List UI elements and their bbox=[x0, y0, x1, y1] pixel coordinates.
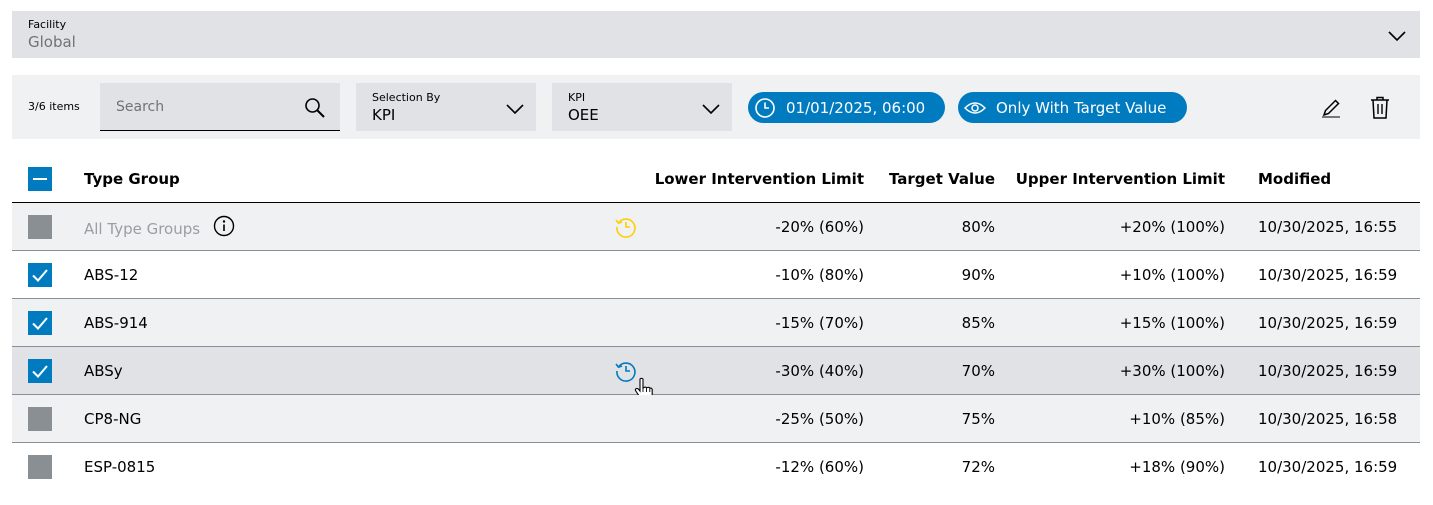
row-upper-limit: +18% (90%) bbox=[1129, 458, 1225, 476]
row-name: ESP-0815 bbox=[84, 458, 156, 476]
row-upper-limit: +20% (100%) bbox=[1119, 218, 1225, 236]
checkmark-icon bbox=[32, 269, 48, 282]
header-upper-limit[interactable]: Upper Intervention Limit bbox=[1015, 170, 1225, 188]
selection-by-select[interactable]: Selection By KPI bbox=[356, 83, 536, 131]
table-row[interactable]: All Type Groups -20% (60%) 80% +20% (100… bbox=[12, 203, 1420, 251]
row-modified: 10/30/2025, 16:59 bbox=[1258, 266, 1398, 284]
selection-by-label: Selection By bbox=[372, 91, 441, 104]
chevron-down-icon bbox=[702, 100, 720, 119]
minus-icon bbox=[33, 178, 47, 180]
header-lower-limit[interactable]: Lower Intervention Limit bbox=[654, 170, 864, 188]
selection-by-value: KPI bbox=[372, 106, 396, 124]
kpi-value: OEE bbox=[568, 106, 599, 124]
row-name: CP8-NG bbox=[84, 410, 142, 428]
row-modified: 10/30/2025, 16:58 bbox=[1258, 410, 1398, 428]
date-chip-label: 01/01/2025, 06:00 bbox=[786, 98, 926, 117]
row-name: ABS-12 bbox=[84, 266, 139, 284]
row-upper-limit: +10% (85%) bbox=[1129, 410, 1225, 428]
checkmark-icon bbox=[32, 365, 48, 378]
table-row[interactable]: ABSy -30% (40%) 70% +30% (100%) 10/30/20… bbox=[12, 347, 1420, 401]
select-all-checkbox[interactable] bbox=[28, 167, 52, 191]
header-target-value[interactable]: Target Value bbox=[888, 170, 995, 188]
row-name: ABSy bbox=[84, 362, 123, 380]
row-upper-limit: +15% (100%) bbox=[1119, 314, 1225, 332]
row-lower-limit: -20% (60%) bbox=[775, 218, 864, 236]
checkmark-icon bbox=[32, 317, 48, 330]
facility-label: Facility bbox=[28, 18, 67, 31]
row-checkbox[interactable] bbox=[28, 359, 52, 383]
row-upper-limit: +10% (100%) bbox=[1119, 266, 1225, 284]
search-icon[interactable] bbox=[304, 97, 326, 123]
row-target-value: 75% bbox=[961, 410, 995, 428]
table-row[interactable]: CP8-NG -25% (50%) 75% +10% (85%) 10/30/2… bbox=[12, 395, 1420, 443]
table-row[interactable]: ABS-914 -15% (70%) 85% +15% (100%) 10/30… bbox=[12, 299, 1420, 347]
row-checkbox[interactable] bbox=[28, 455, 52, 479]
trash-icon bbox=[1371, 96, 1389, 119]
kpi-label: KPI bbox=[568, 91, 586, 104]
item-count: 3/6 items bbox=[28, 100, 80, 113]
row-lower-limit: -30% (40%) bbox=[775, 362, 864, 380]
kpi-select[interactable]: KPI OEE bbox=[552, 83, 732, 131]
eye-icon bbox=[964, 100, 986, 116]
table-row[interactable]: ESP-0815 -12% (60%) 72% +18% (90%) 10/30… bbox=[12, 443, 1420, 491]
row-target-value: 80% bbox=[961, 218, 995, 236]
row-checkbox[interactable] bbox=[28, 407, 52, 431]
row-modified: 10/30/2025, 16:59 bbox=[1258, 458, 1398, 476]
edit-button[interactable] bbox=[1318, 95, 1344, 121]
history-icon[interactable] bbox=[614, 215, 638, 239]
row-modified: 10/30/2025, 16:59 bbox=[1258, 314, 1398, 332]
type-group-table: Type Group Lower Intervention Limit Targ… bbox=[12, 154, 1420, 491]
row-lower-limit: -15% (70%) bbox=[775, 314, 864, 332]
row-lower-limit: -10% (80%) bbox=[775, 266, 864, 284]
row-target-value: 70% bbox=[961, 362, 995, 380]
table-row[interactable]: ABS-12 -10% (80%) 90% +10% (100%) 10/30/… bbox=[12, 251, 1420, 299]
facility-select[interactable]: Facility Global bbox=[12, 11, 1420, 58]
row-checkbox[interactable] bbox=[28, 263, 52, 287]
table-header: Type Group Lower Intervention Limit Targ… bbox=[12, 154, 1420, 203]
row-modified: 10/30/2025, 16:55 bbox=[1258, 218, 1398, 236]
history-icon[interactable] bbox=[614, 359, 638, 383]
clock-icon bbox=[754, 97, 776, 119]
toolbar: 3/6 items Selection By KPI KPI OEE 01/01… bbox=[12, 75, 1420, 139]
pencil-icon bbox=[1322, 99, 1340, 118]
date-filter-chip[interactable]: 01/01/2025, 06:00 bbox=[748, 92, 945, 123]
row-target-value: 85% bbox=[961, 314, 995, 332]
info-icon[interactable] bbox=[213, 215, 235, 241]
chevron-down-icon bbox=[1388, 27, 1406, 46]
target-value-filter-chip[interactable]: Only With Target Value bbox=[958, 92, 1187, 123]
row-name: All Type Groups bbox=[84, 220, 201, 238]
row-lower-limit: -12% (60%) bbox=[775, 458, 864, 476]
header-type-group[interactable]: Type Group bbox=[84, 170, 180, 188]
row-upper-limit: +30% (100%) bbox=[1119, 362, 1225, 380]
row-lower-limit: -25% (50%) bbox=[775, 410, 864, 428]
search-input[interactable] bbox=[100, 83, 300, 130]
header-modified[interactable]: Modified bbox=[1258, 170, 1332, 188]
delete-button[interactable] bbox=[1367, 95, 1393, 121]
row-target-value: 72% bbox=[961, 458, 995, 476]
target-chip-label: Only With Target Value bbox=[996, 98, 1167, 117]
row-name: ABS-914 bbox=[84, 314, 148, 332]
search-field bbox=[100, 83, 340, 131]
hand-cursor-icon bbox=[634, 377, 654, 405]
facility-value: Global bbox=[28, 33, 76, 51]
row-modified: 10/30/2025, 16:59 bbox=[1258, 362, 1398, 380]
chevron-down-icon bbox=[506, 100, 524, 119]
row-checkbox[interactable] bbox=[28, 311, 52, 335]
row-target-value: 90% bbox=[961, 266, 995, 284]
row-checkbox bbox=[28, 215, 52, 239]
